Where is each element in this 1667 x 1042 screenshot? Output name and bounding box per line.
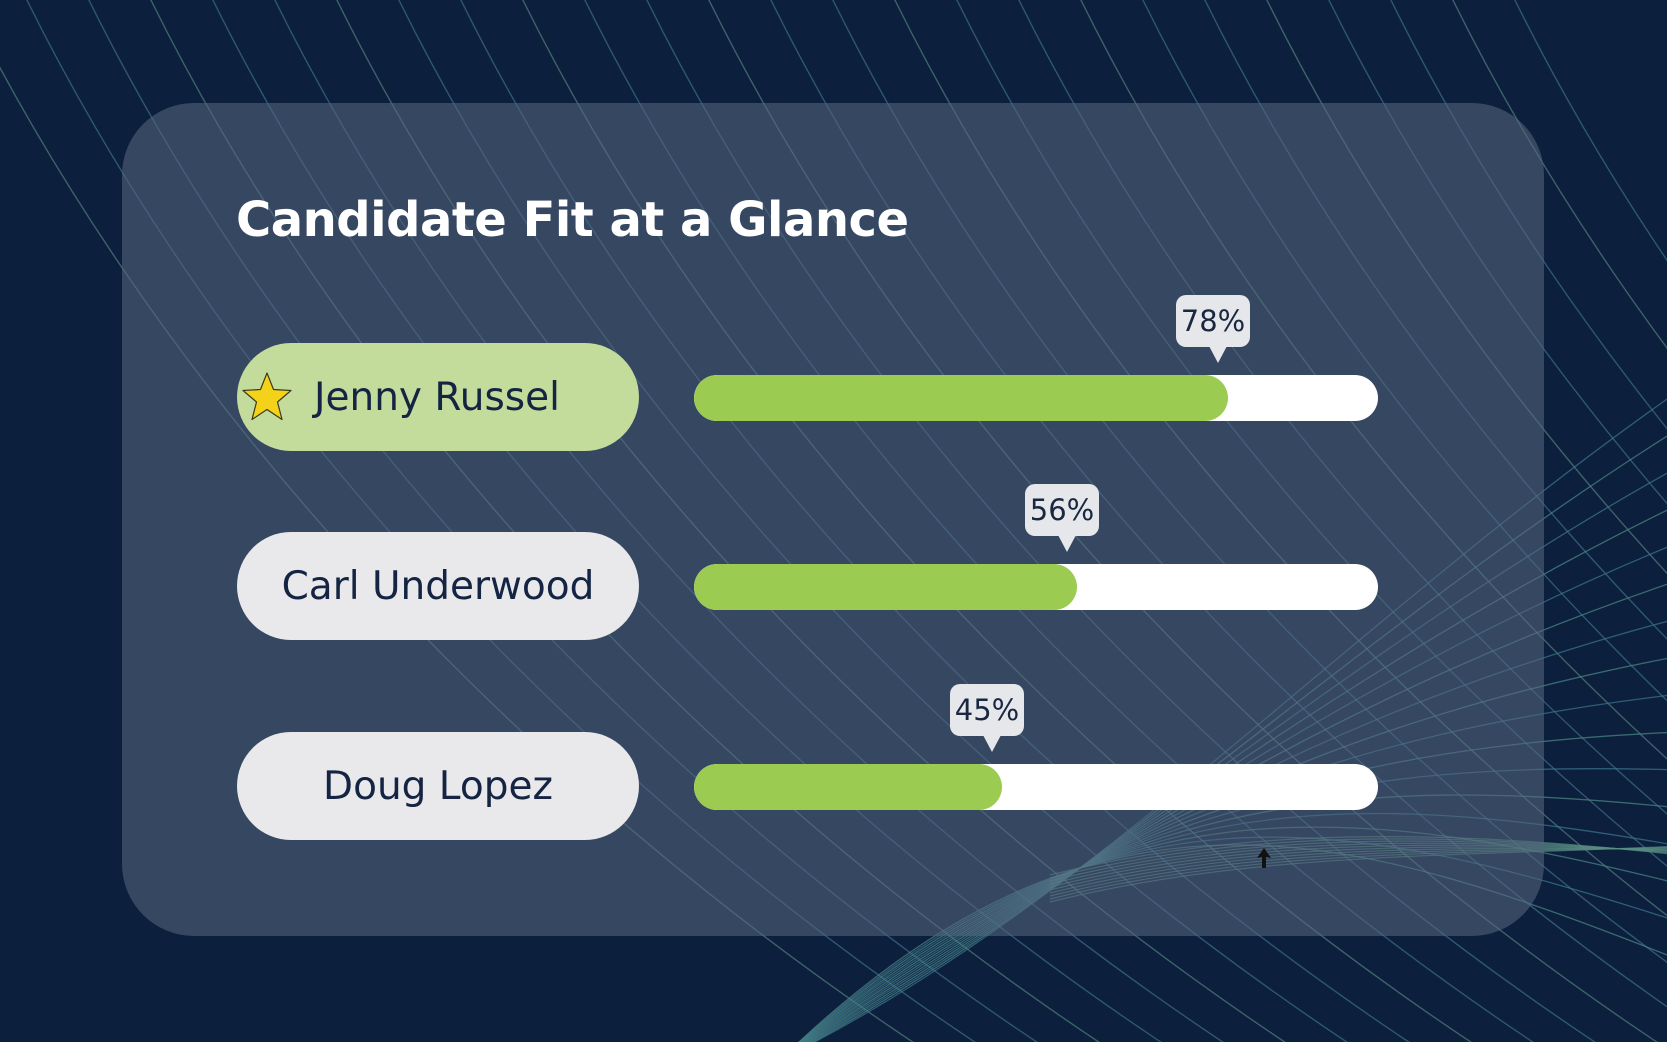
value-label: 78% [1176, 295, 1250, 363]
background-curve [1514, 0, 1667, 262]
candidate-name: Doug Lopez [323, 763, 553, 809]
candidate-pill[interactable]: Jenny Russel [237, 343, 639, 451]
mouse-cursor-icon [1257, 848, 1271, 868]
candidate-pill[interactable]: Doug Lopez [237, 732, 639, 840]
bar-track [694, 764, 1378, 810]
star-icon [242, 372, 292, 421]
bar-track [694, 564, 1378, 610]
value-label: 56% [1025, 484, 1099, 552]
bar-fill [694, 764, 1002, 810]
candidate-pill[interactable]: Carl Underwood [237, 532, 639, 640]
bar-fill [694, 375, 1228, 421]
bar-fill [694, 564, 1077, 610]
candidate-name: Carl Underwood [281, 563, 595, 609]
value-label: 45% [950, 684, 1024, 752]
bar-track [694, 375, 1378, 421]
chart-title: Candidate Fit at a Glance [236, 192, 909, 248]
candidate-name: Jenny Russel [314, 374, 560, 420]
